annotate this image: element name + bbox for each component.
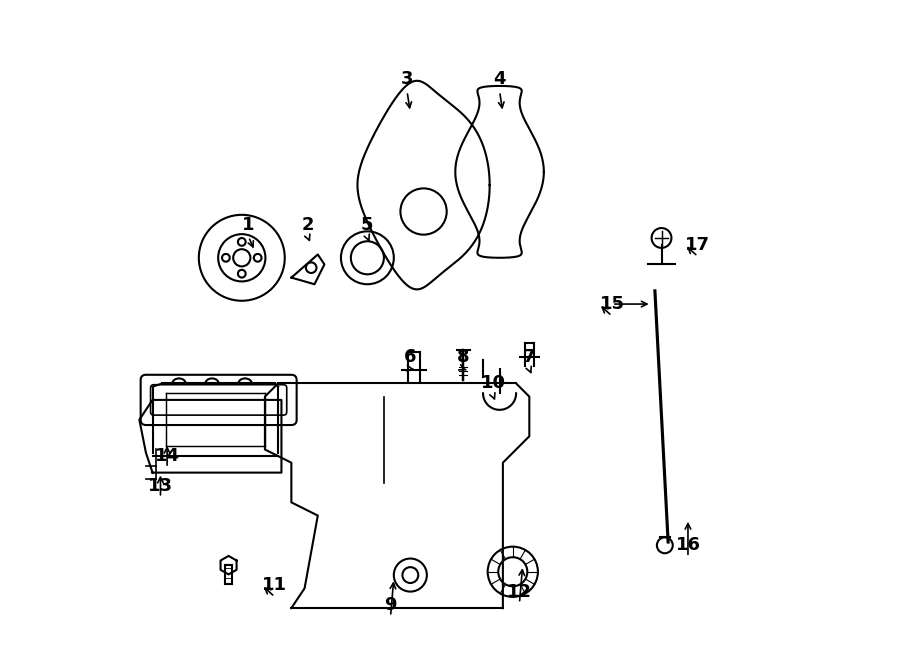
Text: 6: 6 [404,348,417,366]
Text: 17: 17 [686,235,710,254]
Text: 7: 7 [523,348,536,366]
Text: 1: 1 [242,215,255,234]
Text: 14: 14 [155,447,180,465]
Text: 13: 13 [148,477,173,495]
Text: 12: 12 [507,582,532,601]
Text: 9: 9 [384,596,397,614]
Text: 2: 2 [302,215,314,234]
Text: 11: 11 [262,576,287,594]
Text: 3: 3 [400,70,413,89]
Text: 16: 16 [676,536,700,555]
Text: 8: 8 [457,348,470,366]
Text: 10: 10 [481,374,506,393]
Text: 4: 4 [493,70,506,89]
Text: 15: 15 [599,295,625,313]
Text: 5: 5 [361,215,374,234]
